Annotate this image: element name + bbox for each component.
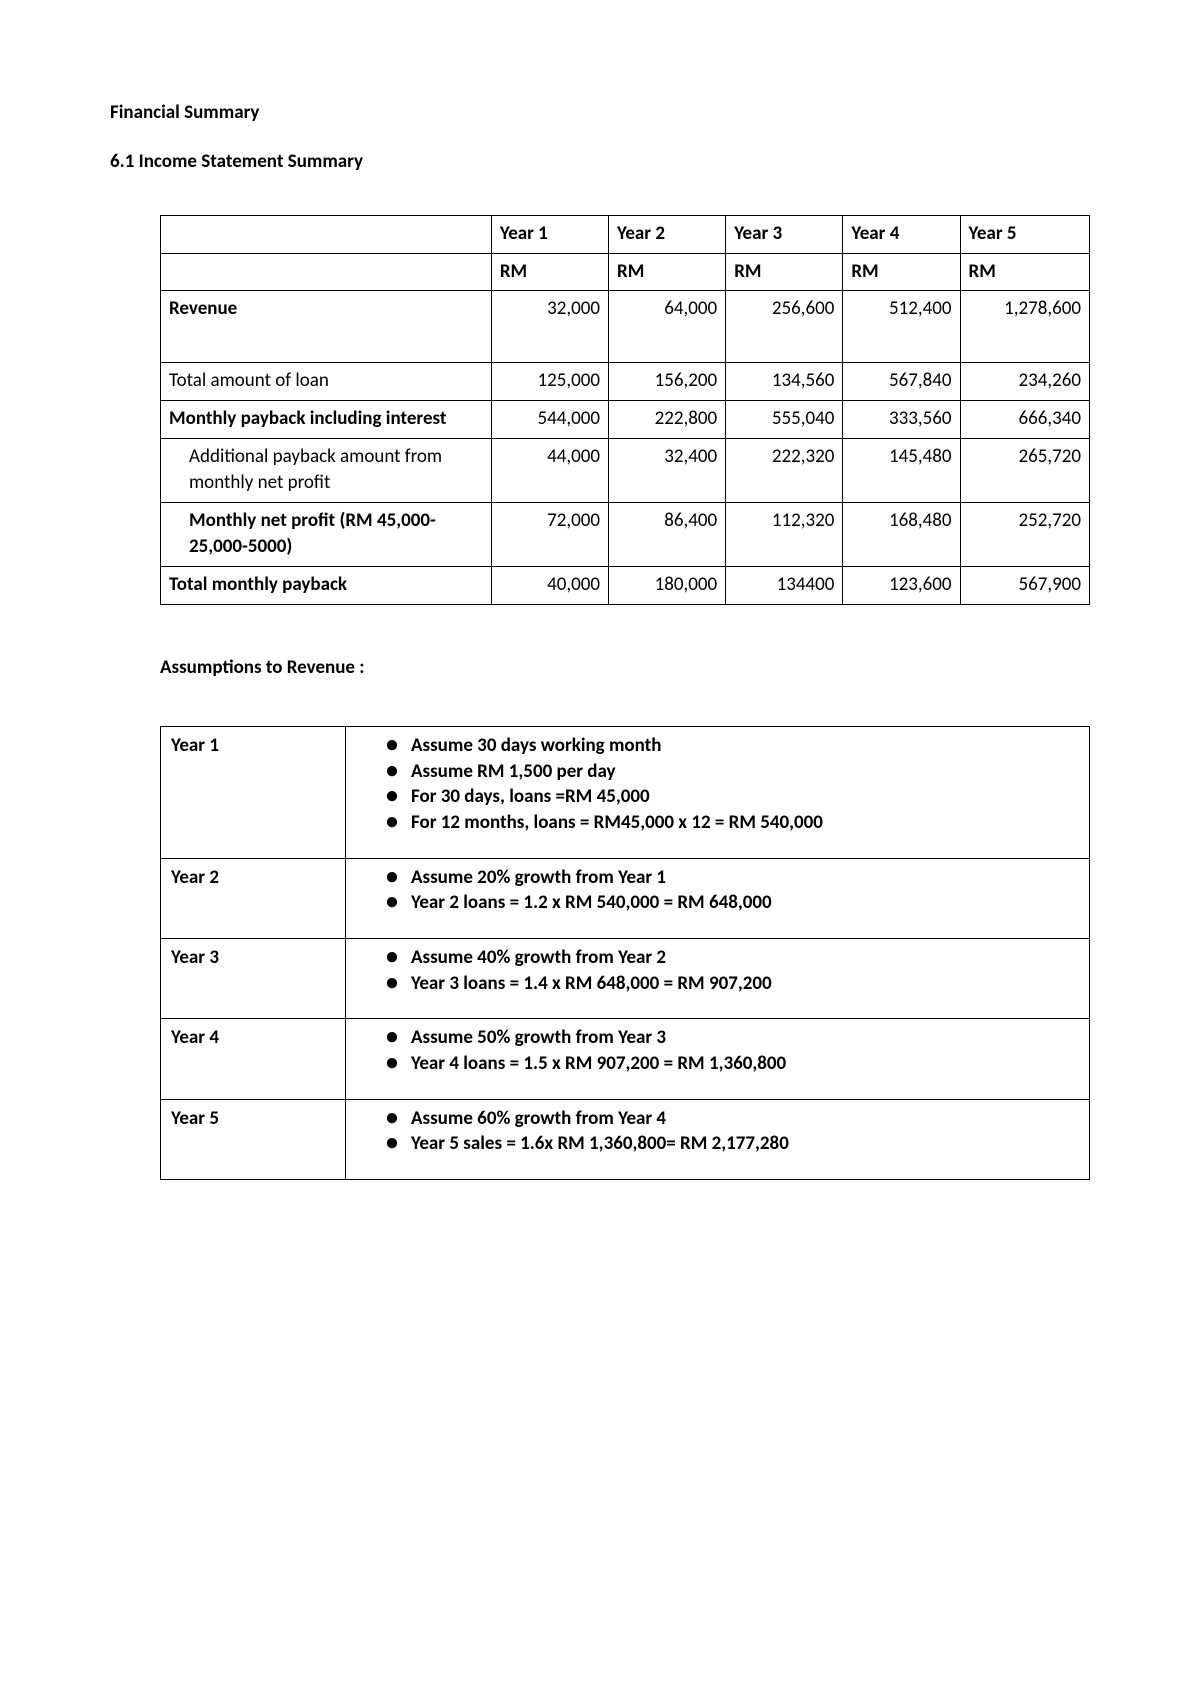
assumption-items: Assume 30 days working month Assume RM 1… bbox=[346, 727, 1090, 859]
header-year4: Year 4 bbox=[843, 216, 960, 254]
header-rm2: RM bbox=[609, 253, 726, 291]
cell: 222,320 bbox=[726, 438, 843, 502]
cell: 72,000 bbox=[491, 502, 608, 566]
cell: 555,040 bbox=[726, 400, 843, 438]
table-row: Year 5 Assume 60% growth from Year 4 Yea… bbox=[161, 1099, 1090, 1179]
assumption-year: Year 4 bbox=[161, 1019, 346, 1099]
table-header-row-years: Year 1 Year 2 Year 3 Year 4 Year 5 bbox=[161, 216, 1090, 254]
header-blank2 bbox=[161, 253, 492, 291]
header-year5: Year 5 bbox=[960, 216, 1089, 254]
cell: 134,560 bbox=[726, 363, 843, 401]
assumption-items: Assume 40% growth from Year 2 Year 3 loa… bbox=[346, 938, 1090, 1018]
list-item: Assume 40% growth from Year 2 bbox=[386, 945, 1079, 971]
list-item: Year 3 loans = 1.4 x RM 648,000 = RM 907… bbox=[386, 971, 1079, 997]
list-item: Year 2 loans = 1.2 x RM 540,000 = RM 648… bbox=[386, 890, 1079, 916]
header-year3: Year 3 bbox=[726, 216, 843, 254]
table-header-row-currency: RM RM RM RM RM bbox=[161, 253, 1090, 291]
cell: 666,340 bbox=[960, 400, 1089, 438]
assumption-year: Year 1 bbox=[161, 727, 346, 859]
income-table-wrapper: Year 1 Year 2 Year 3 Year 4 Year 5 RM RM… bbox=[110, 215, 1090, 604]
list-item: Year 5 sales = 1.6x RM 1,360,800= RM 2,1… bbox=[386, 1131, 1079, 1157]
cell: 512,400 bbox=[843, 291, 960, 363]
header-rm5: RM bbox=[960, 253, 1089, 291]
header-rm3: RM bbox=[726, 253, 843, 291]
table-row: Year 3 Assume 40% growth from Year 2 Yea… bbox=[161, 938, 1090, 1018]
assumption-year: Year 5 bbox=[161, 1099, 346, 1179]
income-statement-table: Year 1 Year 2 Year 3 Year 4 Year 5 RM RM… bbox=[160, 215, 1090, 604]
cell: 40,000 bbox=[491, 566, 608, 604]
row-label: Total monthly payback bbox=[161, 566, 492, 604]
table-row: Monthly payback including interest 544,0… bbox=[161, 400, 1090, 438]
assumption-items: Assume 50% growth from Year 3 Year 4 loa… bbox=[346, 1019, 1090, 1099]
assumptions-table: Year 1 Assume 30 days working month Assu… bbox=[160, 726, 1090, 1180]
cell: 123,600 bbox=[843, 566, 960, 604]
table-row: Monthly net profit (RM 45,000-25,000-500… bbox=[161, 502, 1090, 566]
cell: 156,200 bbox=[609, 363, 726, 401]
list-item: Assume RM 1,500 per day bbox=[386, 759, 1079, 785]
assumptions-heading: Assumptions to Revenue : bbox=[160, 655, 1090, 682]
assumption-items: Assume 20% growth from Year 1 Year 2 loa… bbox=[346, 858, 1090, 938]
assumption-items: Assume 60% growth from Year 4 Year 5 sal… bbox=[346, 1099, 1090, 1179]
list-item: For 12 months, loans = RM45,000 x 12 = R… bbox=[386, 810, 1079, 836]
cell: 567,840 bbox=[843, 363, 960, 401]
cell: 134400 bbox=[726, 566, 843, 604]
row-label: Monthly payback including interest bbox=[161, 400, 492, 438]
cell: 265,720 bbox=[960, 438, 1089, 502]
table-row: Total monthly payback 40,000 180,000 134… bbox=[161, 566, 1090, 604]
cell: 145,480 bbox=[843, 438, 960, 502]
cell: 1,278,600 bbox=[960, 291, 1089, 363]
header-rm1: RM bbox=[491, 253, 608, 291]
cell: 112,320 bbox=[726, 502, 843, 566]
cell: 252,720 bbox=[960, 502, 1089, 566]
page-title: Financial Summary bbox=[110, 100, 1090, 127]
table-row: Total amount of loan 125,000 156,200 134… bbox=[161, 363, 1090, 401]
table-row: Revenue 32,000 64,000 256,600 512,400 1,… bbox=[161, 291, 1090, 363]
row-label: Additional payback amount from monthly n… bbox=[161, 438, 492, 502]
list-item: Assume 30 days working month bbox=[386, 733, 1079, 759]
cell: 544,000 bbox=[491, 400, 608, 438]
table-row: Year 4 Assume 50% growth from Year 3 Yea… bbox=[161, 1019, 1090, 1099]
cell: 234,260 bbox=[960, 363, 1089, 401]
header-year1: Year 1 bbox=[491, 216, 608, 254]
assumptions-table-wrapper: Year 1 Assume 30 days working month Assu… bbox=[110, 726, 1090, 1180]
list-item: Assume 20% growth from Year 1 bbox=[386, 865, 1079, 891]
cell: 125,000 bbox=[491, 363, 608, 401]
cell: 86,400 bbox=[609, 502, 726, 566]
assumption-year: Year 2 bbox=[161, 858, 346, 938]
list-item: Year 4 loans = 1.5 x RM 907,200 = RM 1,3… bbox=[386, 1051, 1079, 1077]
assumption-year: Year 3 bbox=[161, 938, 346, 1018]
row-label: Monthly net profit (RM 45,000-25,000-500… bbox=[161, 502, 492, 566]
header-rm4: RM bbox=[843, 253, 960, 291]
list-item: For 30 days, loans =RM 45,000 bbox=[386, 784, 1079, 810]
table-row: Year 1 Assume 30 days working month Assu… bbox=[161, 727, 1090, 859]
header-blank bbox=[161, 216, 492, 254]
row-label: Total amount of loan bbox=[161, 363, 492, 401]
cell: 44,000 bbox=[491, 438, 608, 502]
cell: 222,800 bbox=[609, 400, 726, 438]
cell: 180,000 bbox=[609, 566, 726, 604]
table-row: Additional payback amount from monthly n… bbox=[161, 438, 1090, 502]
list-item: Assume 50% growth from Year 3 bbox=[386, 1025, 1079, 1051]
cell: 32,000 bbox=[491, 291, 608, 363]
header-year2: Year 2 bbox=[609, 216, 726, 254]
cell: 64,000 bbox=[609, 291, 726, 363]
section-subtitle: 6.1 Income Statement Summary bbox=[110, 149, 1090, 176]
cell: 32,400 bbox=[609, 438, 726, 502]
cell: 333,560 bbox=[843, 400, 960, 438]
list-item: Assume 60% growth from Year 4 bbox=[386, 1106, 1079, 1132]
row-label: Revenue bbox=[161, 291, 492, 363]
cell: 168,480 bbox=[843, 502, 960, 566]
table-row: Year 2 Assume 20% growth from Year 1 Yea… bbox=[161, 858, 1090, 938]
cell: 567,900 bbox=[960, 566, 1089, 604]
cell: 256,600 bbox=[726, 291, 843, 363]
